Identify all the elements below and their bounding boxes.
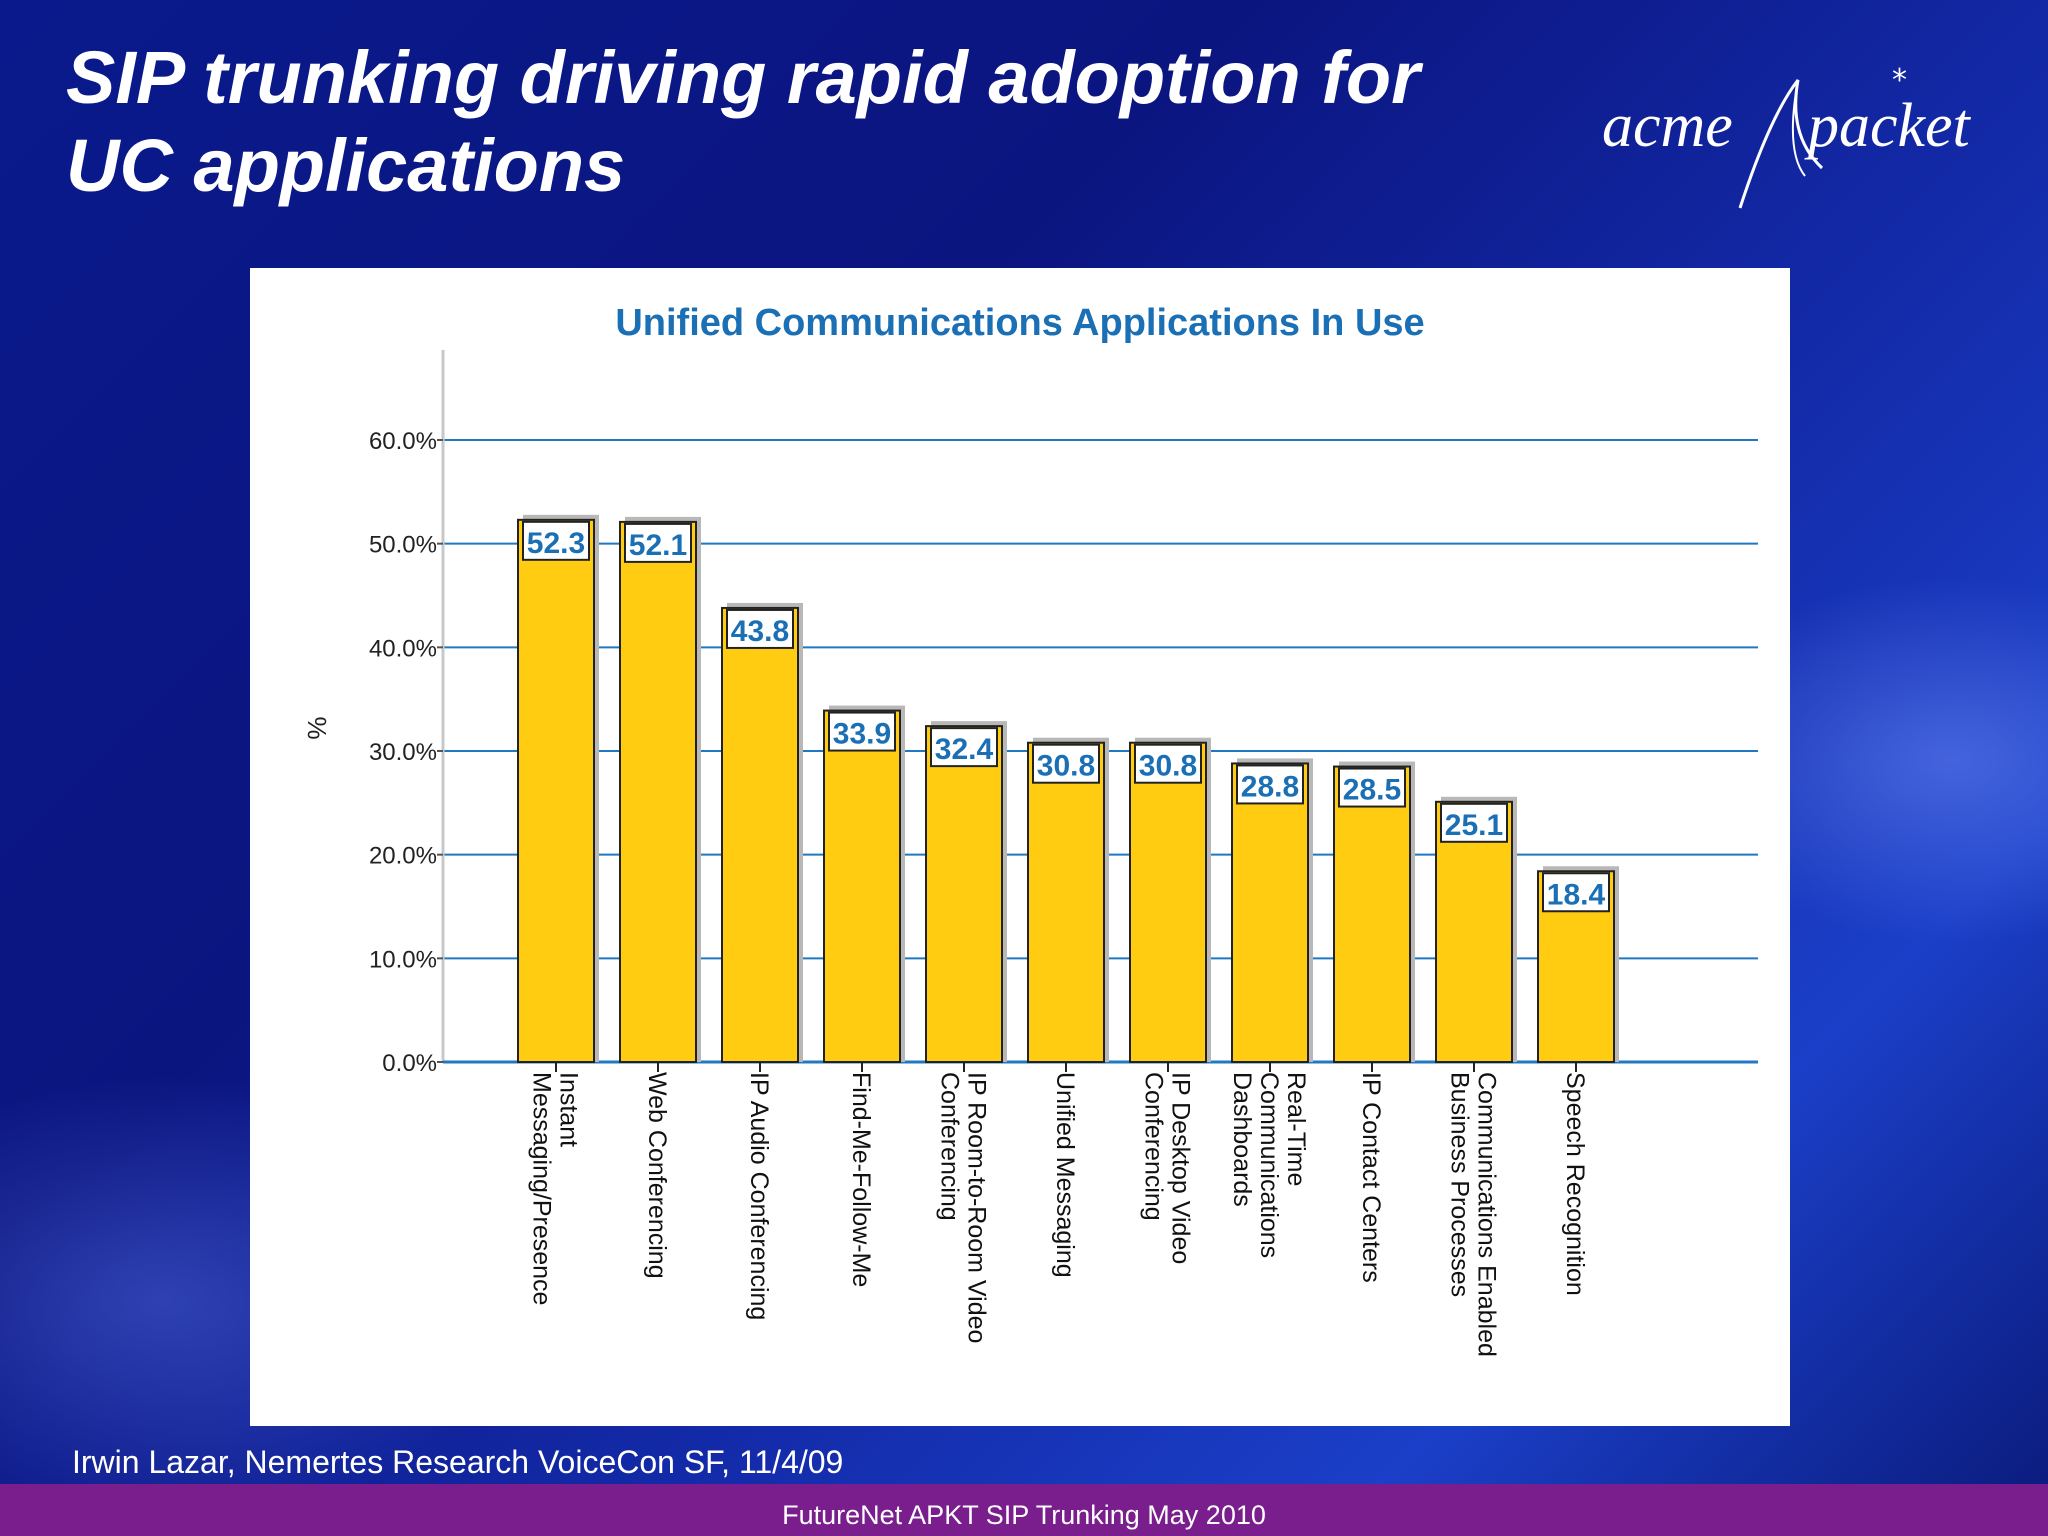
y-tick-label: 20.0% bbox=[369, 843, 437, 870]
value-label: 18.4 bbox=[1547, 878, 1606, 911]
logo-star-icon: * bbox=[1892, 63, 1907, 98]
logo-text-right: packet bbox=[1804, 92, 1972, 160]
value-label: 30.8 bbox=[1139, 750, 1197, 783]
footer-bar bbox=[0, 1484, 2048, 1536]
bar bbox=[517, 518, 595, 1064]
source-citation: Irwin Lazar, Nemertes Research VoiceCon … bbox=[72, 1444, 844, 1480]
value-label-box bbox=[726, 608, 794, 649]
bar bbox=[1027, 741, 1105, 1063]
slide-title-line1: SIP trunking driving rapid adoption for bbox=[66, 36, 1420, 119]
x-category-label: IP Desktop Video bbox=[1167, 1072, 1195, 1264]
bar bbox=[823, 709, 901, 1063]
x-category-label: Real-Time bbox=[1282, 1072, 1310, 1186]
value-label-box bbox=[1542, 872, 1610, 913]
y-tick-label: 50.0% bbox=[369, 532, 437, 559]
slide-title: SIP trunking driving rapid adoption for … bbox=[66, 34, 1566, 210]
footer-text: FutureNet APKT SIP Trunking May 2010 bbox=[782, 1500, 1266, 1530]
chart-title: Unified Communications Applications In U… bbox=[615, 302, 1424, 344]
x-category-label: Conferencing bbox=[936, 1072, 964, 1221]
bar bbox=[1435, 800, 1513, 1064]
bar bbox=[619, 520, 697, 1063]
y-axis-label: % bbox=[302, 716, 332, 739]
value-label-box bbox=[1338, 767, 1406, 808]
value-label-box bbox=[1134, 743, 1202, 784]
x-category-label: Instant bbox=[555, 1072, 583, 1147]
value-label-box bbox=[930, 727, 998, 768]
value-label: 33.9 bbox=[833, 718, 891, 751]
logo-text-left: acme bbox=[1602, 92, 1733, 160]
value-label: 28.5 bbox=[1343, 774, 1401, 807]
logo-swoosh-inner bbox=[1791, 79, 1806, 177]
bars: 52.3 52.1 43.8 33.9 32.4 30.8 30.8 28.8 28.5 25.1… bbox=[517, 514, 1619, 1064]
y-tick-label: 60.0% bbox=[369, 428, 437, 455]
x-category-label: IP Room-to-Room Video bbox=[963, 1072, 991, 1343]
value-label-box bbox=[828, 711, 896, 752]
x-category-label: IP Contact Centers bbox=[1357, 1072, 1385, 1283]
slide-title-line2: UC applications bbox=[66, 124, 626, 207]
value-label-box bbox=[1440, 802, 1508, 843]
y-tick-label: 40.0% bbox=[369, 635, 437, 662]
bar-chart: Unified Communications Applications In U… bbox=[302, 302, 1758, 1357]
x-category-label: Speech Recognition bbox=[1561, 1072, 1589, 1296]
y-tick-label: 0.0% bbox=[382, 1050, 437, 1077]
value-label-box bbox=[522, 520, 590, 561]
bar bbox=[1333, 765, 1411, 1063]
value-label-box bbox=[1236, 764, 1304, 805]
value-label: 30.8 bbox=[1037, 750, 1095, 783]
value-label: 52.3 bbox=[527, 527, 585, 560]
value-label: 25.1 bbox=[1445, 809, 1503, 842]
acme-packet-logo: acme packet * bbox=[1602, 63, 1972, 209]
y-tick-label: 30.0% bbox=[369, 739, 437, 766]
x-category-label: Communications Enabled bbox=[1473, 1072, 1501, 1357]
x-category-label: Dashboards bbox=[1228, 1072, 1256, 1207]
y-tick-label: 10.0% bbox=[369, 946, 437, 973]
x-category-label: Unified Messaging bbox=[1051, 1072, 1079, 1278]
x-category-label: Conferencing bbox=[1140, 1072, 1168, 1221]
chart-panel: Unified Communications Applications In U… bbox=[250, 268, 1790, 1426]
bar bbox=[1231, 762, 1309, 1063]
value-label-box bbox=[624, 522, 692, 563]
x-category-label: Business Processes bbox=[1446, 1072, 1474, 1297]
value-label: 28.8 bbox=[1241, 770, 1299, 803]
bar bbox=[721, 606, 799, 1063]
x-category-label: Web Conferencing bbox=[643, 1072, 671, 1279]
x-category-label: Communications bbox=[1255, 1072, 1283, 1258]
bar bbox=[1129, 741, 1207, 1063]
x-category-label: Messaging/Presence bbox=[528, 1072, 556, 1305]
x-category-label: IP Audio Conferencing bbox=[745, 1072, 773, 1320]
x-category-label: Find-Me-Follow-Me bbox=[847, 1072, 875, 1287]
bar bbox=[925, 725, 1003, 1063]
value-label: 43.8 bbox=[731, 615, 789, 648]
value-label: 52.1 bbox=[629, 529, 687, 562]
value-label: 32.4 bbox=[935, 733, 994, 766]
value-label-box bbox=[1032, 743, 1100, 784]
